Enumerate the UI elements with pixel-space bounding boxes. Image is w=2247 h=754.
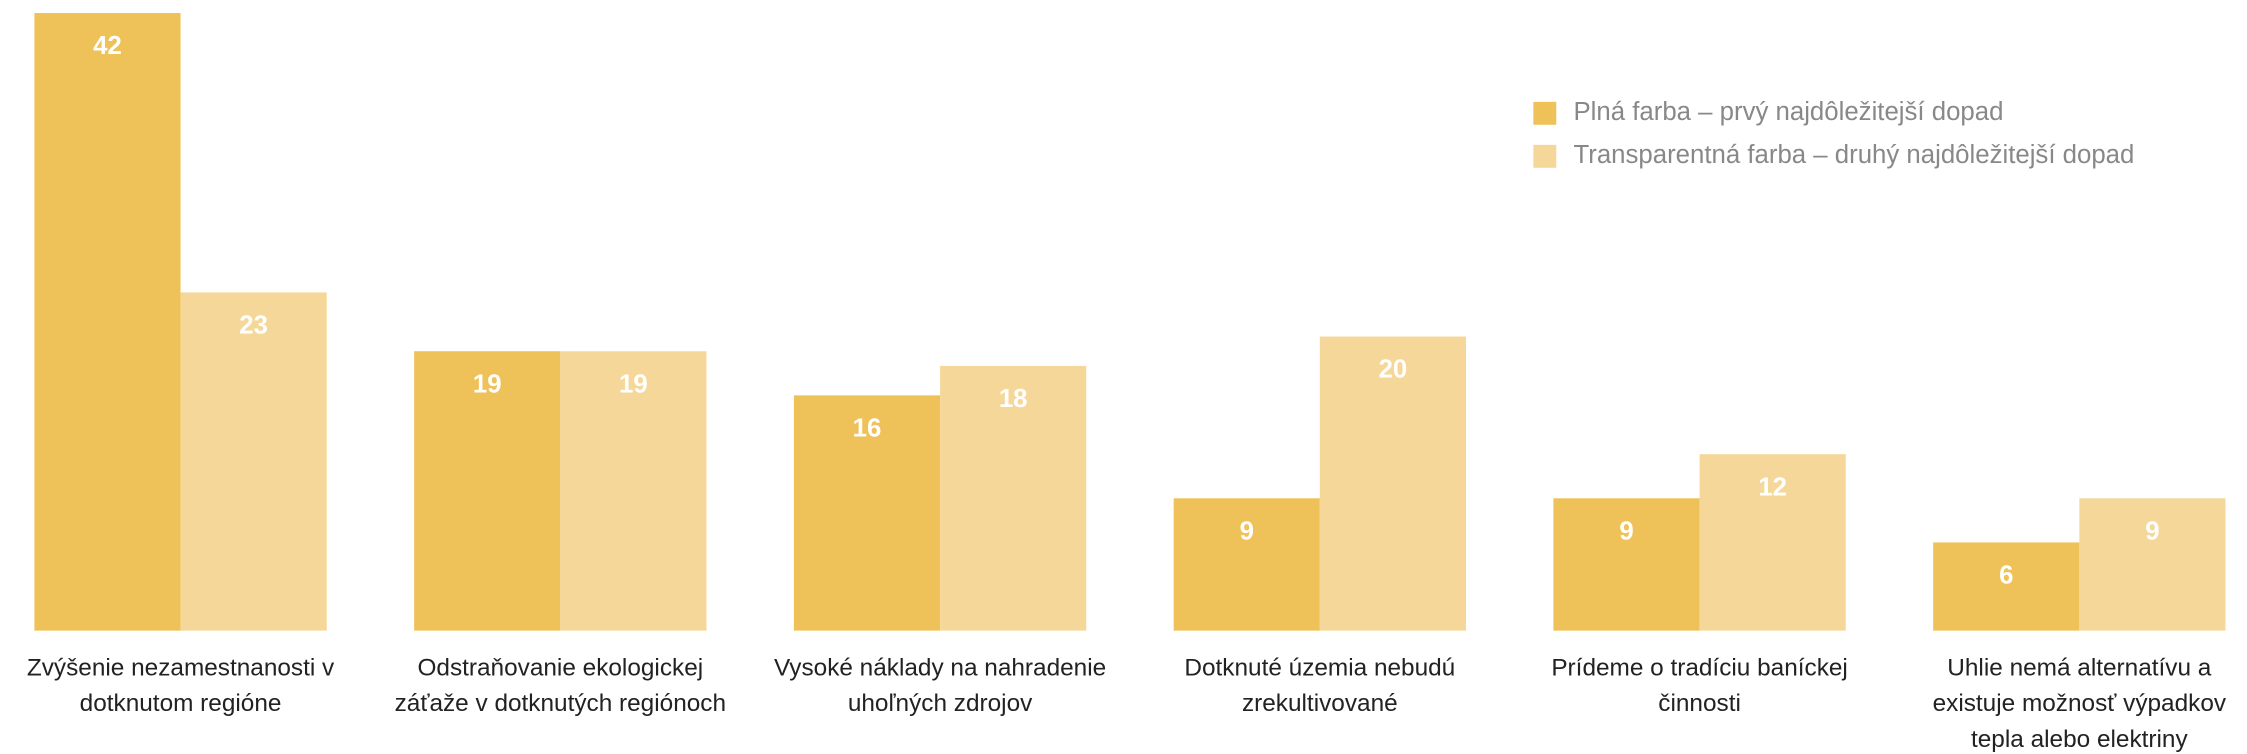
bar bbox=[34, 13, 181, 631]
label-line: Uhlie nemá alternatívu a bbox=[1947, 655, 2211, 682]
x-tick-label: Zvýšenie nezamestnanosti v dotknutom regi… bbox=[27, 655, 335, 718]
legend-swatch bbox=[1533, 101, 1557, 125]
label-line: existuje možnosť výpadkov bbox=[1933, 691, 2227, 718]
bar bbox=[414, 351, 561, 631]
value-label: 42 bbox=[93, 32, 122, 60]
value-label: 9 bbox=[2145, 518, 2159, 546]
label-line: činnosti bbox=[1658, 691, 1741, 718]
bar bbox=[1319, 336, 1466, 631]
x-tick-label: Odstraňovanie ekologickej záťaže v dotknu… bbox=[395, 655, 726, 718]
x-tick-label: Dotknuté územia nebudú zrekultivované bbox=[1184, 655, 1455, 718]
label-line: zrekultivované bbox=[1242, 691, 1398, 718]
bar bbox=[793, 395, 941, 631]
bar bbox=[1553, 498, 1700, 631]
bar bbox=[560, 351, 707, 631]
bar bbox=[1173, 498, 1320, 631]
value-label: 23 bbox=[239, 312, 268, 340]
label-line: dotknutom regióne bbox=[80, 691, 282, 718]
value-label: 20 bbox=[1379, 356, 1408, 384]
value-label: 16 bbox=[853, 415, 882, 443]
bar bbox=[940, 365, 1087, 631]
legend-label: Plná farba – prvý najdôležitejší dopad bbox=[1573, 98, 2003, 126]
value-label: 6 bbox=[1999, 562, 2013, 590]
legend-swatch bbox=[1533, 144, 1557, 168]
label-line: tepla alebo elektriny bbox=[1971, 726, 2188, 753]
label-line: Zvýšenie nezamestnanosti v bbox=[27, 655, 335, 682]
value-label: 19 bbox=[473, 370, 502, 398]
value-label: 12 bbox=[1758, 473, 1787, 501]
label-line: Odstraňovanie ekologickej bbox=[417, 655, 703, 682]
x-tick-label: Vysoké náklady na nahradenie uhoľných zdr… bbox=[774, 655, 1106, 718]
value-label: 18 bbox=[999, 385, 1028, 413]
label-line: Prídeme o tradíciu baníckej bbox=[1551, 655, 1848, 682]
x-tick-label: Uhlie nemá alternatívu a existuje možnosť… bbox=[1933, 655, 2227, 754]
label-line: Dotknuté územia nebudú bbox=[1184, 655, 1455, 682]
bar bbox=[1933, 542, 2080, 631]
bar bbox=[1699, 454, 1846, 631]
value-label: 19 bbox=[619, 370, 648, 398]
x-tick-label: Prídeme o tradíciu baníckej činnosti bbox=[1551, 655, 1848, 718]
label-line: uhoľných zdrojov bbox=[848, 691, 1033, 718]
label-line: záťaže v dotknutých regiónoch bbox=[395, 691, 726, 718]
value-label: 9 bbox=[1619, 518, 1633, 546]
label-line: Vysoké náklady na nahradenie bbox=[774, 655, 1106, 682]
bar bbox=[2079, 498, 2226, 631]
legend-label: Transparentná farba – druhý najdôležitej… bbox=[1573, 141, 2134, 169]
value-label: 9 bbox=[1240, 518, 1254, 546]
bar bbox=[180, 292, 327, 631]
